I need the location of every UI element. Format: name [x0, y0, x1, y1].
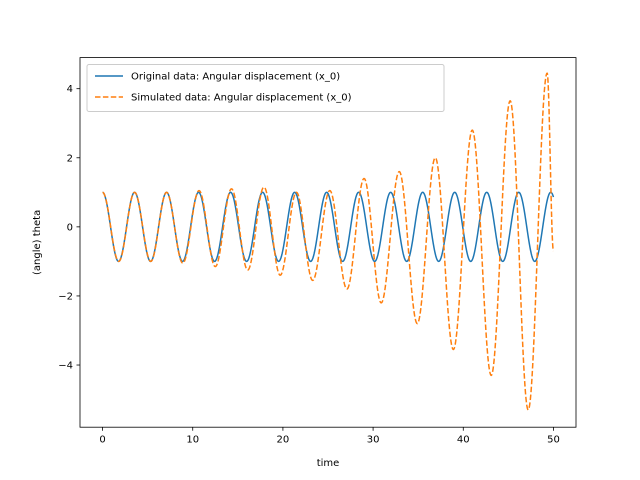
legend-label-simulated: Simulated data: Angular displacement (x_…	[131, 93, 352, 104]
y-tick-label: −4	[58, 361, 73, 372]
legend-box	[86, 64, 445, 112]
y-axis-label: (angle) theta	[32, 210, 43, 275]
plot-area	[102, 72, 555, 411]
x-tick-label: 10	[186, 435, 199, 446]
y-tick-label: −2	[58, 291, 73, 302]
ticks: 0 10 20 30 40 50 −4 −2 0 2 4	[58, 84, 560, 446]
x-tick-label: 30	[367, 435, 380, 446]
x-axis-label: time	[317, 458, 340, 469]
x-tick-label: 20	[277, 435, 290, 446]
x-tick-label: 0	[99, 435, 105, 446]
series-line-simulated	[102, 72, 555, 411]
x-tick-label: 50	[547, 435, 560, 446]
legend: Original data: Angular displacement (x_0…	[86, 64, 445, 112]
axes-frame	[79, 57, 577, 428]
y-tick-label: 4	[67, 84, 73, 95]
y-tick-label: 0	[67, 222, 73, 233]
legend-label-original: Original data: Angular displacement (x_0…	[131, 72, 340, 83]
x-tick-label: 40	[457, 435, 470, 446]
y-tick-label: 2	[67, 153, 73, 164]
